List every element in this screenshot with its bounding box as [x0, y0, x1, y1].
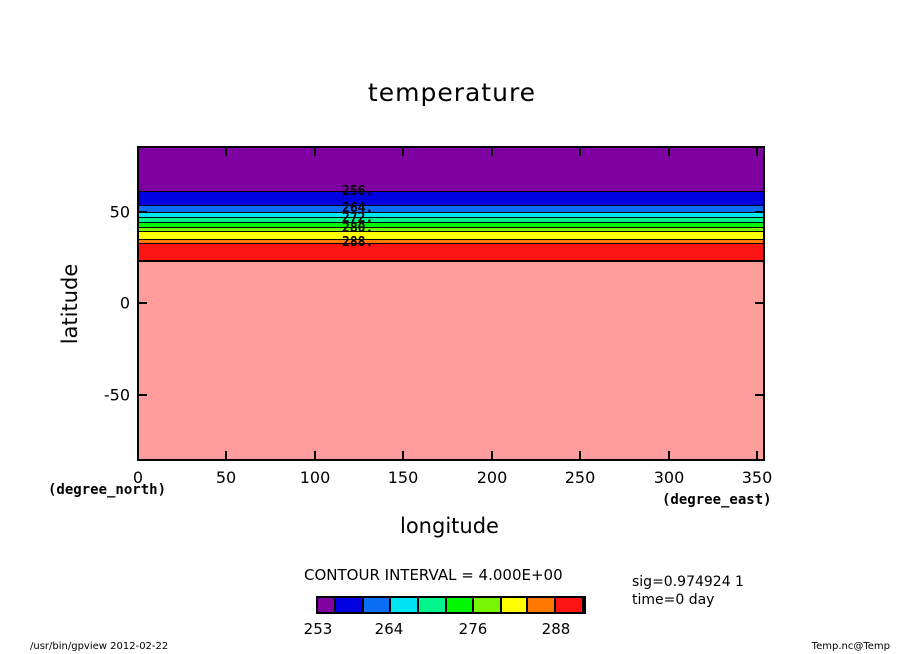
colorbar — [316, 596, 586, 614]
y-tick-label: 0 — [119, 293, 130, 313]
y-tick-label: 50 — [109, 202, 130, 222]
contour-label: 280. — [342, 221, 374, 236]
sig-annotation: sig=0.974924 1 — [632, 574, 744, 590]
contour-interval-label: CONTOUR INTERVAL = 4.000E+00 — [304, 566, 563, 584]
x-tick-label: 350 — [741, 468, 773, 487]
contour-label: 288. — [342, 235, 374, 250]
x-tick-label: 300 — [653, 468, 685, 487]
x-tick-label: 100 — [299, 468, 331, 487]
x-tick-label: 150 — [387, 468, 419, 487]
x-unit-label: (degree_east) — [662, 492, 772, 508]
x-tick-label: 0 — [132, 468, 144, 487]
contour-label: 256. — [342, 184, 374, 199]
plot-area: 256. 264. 272. 280. 288. — [137, 146, 765, 461]
time-annotation: time=0 day — [632, 592, 715, 608]
x-axis-label: longitude — [400, 514, 499, 538]
colorbar-tick: 276 — [458, 620, 488, 638]
contour-label: 264. — [342, 201, 374, 216]
colorbar-tick: 264 — [374, 620, 404, 638]
contour-label: 272. — [342, 211, 374, 226]
band-292 — [139, 244, 763, 262]
y-unit-label: (degree_north) — [48, 482, 167, 498]
chart-title: temperature — [367, 78, 537, 107]
y-tick-label: -50 — [103, 385, 130, 405]
x-tick-label: 200 — [476, 468, 508, 487]
x-tick-label: 250 — [564, 468, 596, 487]
footer-left: /usr/bin/gpview 2012-02-22 — [30, 641, 169, 652]
footer-right: Temp.nc@Temp — [811, 641, 890, 652]
colorbar-tick: 288 — [541, 620, 571, 638]
band-260 — [139, 192, 763, 207]
colorbar-tick: 253 — [303, 620, 333, 638]
x-tick-label: 50 — [215, 468, 237, 487]
y-axis-label: latitude — [58, 263, 82, 345]
